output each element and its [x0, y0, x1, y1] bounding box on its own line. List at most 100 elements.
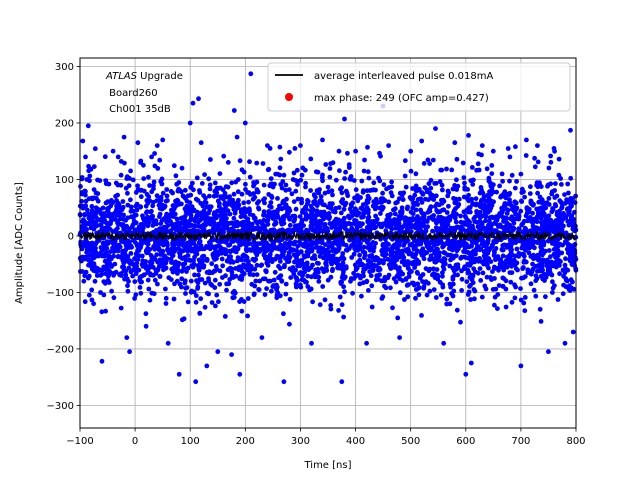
- data-point: [490, 148, 496, 154]
- data-point: [534, 182, 539, 188]
- average-pulse-path: [79, 229, 577, 243]
- data-point: [378, 196, 384, 202]
- data-point: [392, 211, 398, 217]
- data-point: [513, 144, 518, 150]
- data-point: [231, 295, 237, 300]
- data-point: [132, 279, 138, 284]
- data-point: [519, 275, 524, 281]
- data-point: [206, 291, 212, 297]
- data-point: [381, 260, 386, 266]
- data-point: [133, 271, 139, 277]
- data-point: [237, 371, 243, 377]
- data-point: [453, 219, 459, 225]
- data-point: [411, 217, 416, 223]
- data-point: [180, 239, 185, 245]
- data-point: [249, 281, 255, 287]
- data-point: [83, 228, 89, 234]
- data-point: [361, 237, 367, 243]
- data-point: [183, 291, 188, 296]
- data-point: [260, 276, 266, 282]
- data-point: [145, 269, 151, 275]
- data-point: [235, 189, 241, 195]
- data-point: [419, 138, 425, 144]
- data-point: [287, 222, 293, 228]
- data-point: [401, 242, 407, 247]
- data-point: [399, 252, 405, 258]
- data-point: [194, 278, 199, 283]
- data-point: [113, 228, 118, 233]
- data-point: [279, 206, 285, 212]
- data-point: [196, 246, 202, 252]
- data-point: [95, 251, 101, 257]
- data-point: [134, 207, 140, 213]
- data-point: [295, 182, 300, 187]
- data-point: [565, 245, 571, 251]
- data-point: [125, 190, 130, 196]
- data-point: [192, 223, 198, 229]
- data-point: [175, 188, 181, 194]
- data-point: [118, 159, 124, 164]
- data-point: [546, 349, 551, 355]
- data-point: [339, 302, 345, 308]
- data-point: [470, 256, 475, 262]
- data-point: [395, 240, 401, 245]
- data-point: [504, 264, 510, 270]
- data-point: [397, 290, 403, 296]
- data-point: [86, 196, 92, 202]
- data-point: [338, 186, 343, 192]
- data-point: [343, 200, 349, 206]
- data-point: [566, 190, 571, 196]
- data-point: [309, 248, 315, 254]
- data-point: [293, 275, 299, 280]
- data-point: [123, 255, 128, 261]
- data-point: [217, 281, 223, 287]
- data-point: [514, 246, 520, 252]
- data-point: [223, 251, 228, 257]
- data-point: [559, 250, 565, 256]
- data-point: [347, 206, 353, 212]
- data-point: [259, 335, 265, 340]
- data-point: [203, 222, 209, 228]
- data-point: [426, 181, 432, 187]
- data-point: [562, 340, 568, 346]
- data-point: [568, 127, 573, 133]
- data-point: [433, 126, 438, 131]
- data-point: [130, 177, 136, 183]
- data-point: [454, 187, 460, 192]
- data-point: [519, 186, 525, 192]
- data-point: [207, 204, 212, 210]
- data-point: [368, 273, 374, 279]
- data-point: [522, 308, 528, 314]
- data-point: [391, 220, 397, 226]
- x-tick-label: 100: [181, 436, 200, 447]
- data-point: [123, 268, 129, 274]
- data-point: [438, 292, 444, 298]
- data-point: [251, 183, 256, 189]
- data-point: [450, 293, 456, 299]
- data-point: [531, 287, 537, 293]
- data-point: [155, 242, 161, 248]
- data-point: [136, 226, 141, 232]
- data-point: [359, 293, 364, 299]
- data-point: [511, 257, 517, 263]
- data-point: [320, 284, 326, 289]
- data-point: [493, 221, 499, 227]
- data-point: [185, 299, 191, 305]
- data-point: [170, 243, 176, 249]
- data-point: [497, 183, 502, 189]
- data-point: [285, 210, 290, 216]
- data-point: [239, 228, 245, 234]
- data-point: [141, 176, 147, 182]
- data-point: [89, 297, 95, 303]
- data-point: [268, 200, 274, 205]
- data-point: [428, 245, 434, 251]
- data-point: [196, 228, 201, 234]
- data-point: [149, 154, 155, 160]
- data-point: [431, 213, 436, 218]
- data-point: [386, 242, 391, 247]
- data-point: [365, 262, 370, 268]
- data-point: [327, 201, 333, 207]
- data-point: [522, 295, 528, 300]
- data-point: [553, 181, 558, 187]
